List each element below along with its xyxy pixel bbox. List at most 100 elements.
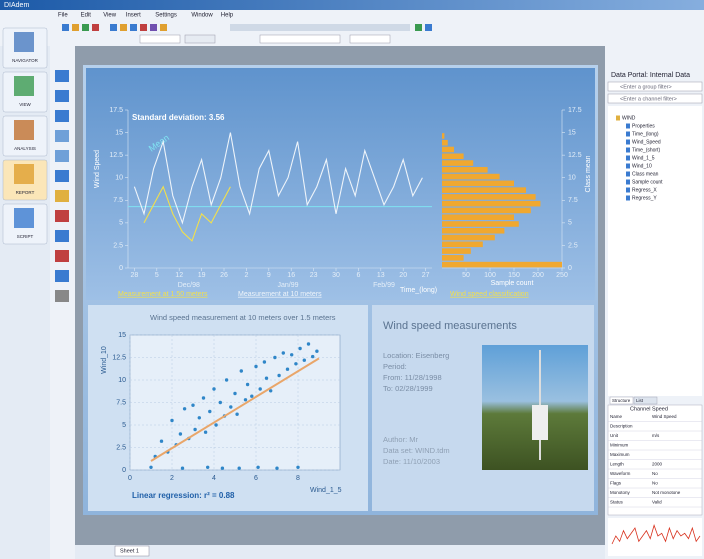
month-label: Dec/98 <box>178 282 200 289</box>
menu-item[interactable]: Edit <box>81 13 92 19</box>
photo-logger <box>532 405 548 440</box>
hist-bar <box>442 194 536 200</box>
scatter-point <box>275 467 278 470</box>
tree-item[interactable]: Time_(short) <box>632 147 660 153</box>
hist-y2-tick-label: 5 <box>568 220 572 227</box>
scatter-point <box>149 466 152 469</box>
tree-item[interactable]: Properties <box>632 123 655 129</box>
nav-icon[interactable] <box>14 32 34 52</box>
tool-icon[interactable] <box>140 24 147 31</box>
tool-icon[interactable] <box>55 130 69 142</box>
line-style-box[interactable] <box>260 35 340 43</box>
scatter-point <box>233 392 236 395</box>
tree-item[interactable]: WIND <box>622 115 636 121</box>
menu-item[interactable]: Settings <box>155 13 177 19</box>
tool-icon[interactable] <box>55 230 69 242</box>
nav-label[interactable]: SCRIPT <box>17 234 34 239</box>
nav-label[interactable]: NAVIGATOR <box>12 58 39 63</box>
portal-tab-label[interactable]: List <box>636 398 644 403</box>
tool-strip <box>230 24 410 31</box>
property-cell: Status <box>610 500 624 505</box>
tool-icon[interactable] <box>72 24 79 31</box>
property-cell: Waveform <box>610 471 631 476</box>
tool-icon[interactable] <box>55 150 69 162</box>
tree-icon <box>626 180 630 185</box>
scatter-point <box>273 356 276 359</box>
tool-icon[interactable] <box>415 24 422 31</box>
menu-item[interactable]: File <box>58 13 68 19</box>
scatter-point <box>307 342 310 345</box>
tool-icon[interactable] <box>55 270 69 282</box>
title-bar <box>0 0 704 10</box>
tool-icon[interactable] <box>82 24 89 31</box>
nav-label[interactable]: REPORT <box>16 190 35 195</box>
sheet-tab[interactable]: Sheet 1 <box>120 548 139 554</box>
tool-icon[interactable] <box>55 210 69 222</box>
tool-icon[interactable] <box>160 24 167 31</box>
tool-icon[interactable] <box>425 24 432 31</box>
nav-icon[interactable] <box>14 76 34 96</box>
hist-bar <box>442 160 473 166</box>
tree-item[interactable]: Regress_Y <box>632 195 657 201</box>
format-buttons[interactable] <box>185 35 215 43</box>
tree-item[interactable]: Time_(long) <box>632 131 659 137</box>
property-cell: Length <box>610 462 624 467</box>
nav-icon[interactable] <box>14 164 34 184</box>
tree-icon <box>626 124 630 129</box>
tool-icon[interactable] <box>55 290 69 302</box>
tool-icon[interactable] <box>55 250 69 262</box>
tool-icon[interactable] <box>62 24 69 31</box>
x-tick-label: 13 <box>377 272 385 279</box>
y-tick-label: 5 <box>119 220 123 227</box>
tool-icon[interactable] <box>55 110 69 122</box>
app-window: DIAdem Measurement at 10 meters Measurem… <box>0 0 704 559</box>
y-tick-label: 17.5 <box>109 107 123 114</box>
portal-title: Data Portal: Internal Data <box>611 72 690 79</box>
portal-tab-label[interactable]: Structure <box>612 398 631 403</box>
menu-item[interactable]: Help <box>221 13 234 19</box>
scatter-point <box>250 395 253 398</box>
nav-label[interactable]: ANALYSIS <box>14 146 36 151</box>
menu-item[interactable]: Insert <box>126 13 141 19</box>
channel-filter[interactable]: <Enter a channel filter> <box>620 96 677 102</box>
font-box[interactable] <box>140 35 180 43</box>
hist-bar <box>442 248 471 254</box>
tool-icon[interactable] <box>55 190 69 202</box>
tool-icon[interactable] <box>150 24 157 31</box>
hist-bar <box>442 133 444 139</box>
nav-label[interactable]: VIEW <box>19 102 31 107</box>
nav-icon[interactable] <box>14 208 34 228</box>
width-box[interactable] <box>350 35 390 43</box>
month-label: Jan/99 <box>277 282 298 289</box>
tool-icon[interactable] <box>110 24 117 31</box>
scatter-point <box>286 368 289 371</box>
scatter-point <box>202 396 205 399</box>
x-tick-label: 19 <box>198 272 206 279</box>
hist-y2-tick-label: 17.5 <box>568 107 582 114</box>
tree-item[interactable]: Class mean <box>632 171 659 177</box>
menu-item[interactable]: View <box>103 13 117 19</box>
group-filter[interactable]: <Enter a group filter> <box>620 84 672 90</box>
info-title: Wind speed measurements <box>383 320 517 332</box>
hist-y2-tick-label: 2.5 <box>568 242 578 249</box>
tool-icon[interactable] <box>55 170 69 182</box>
tree-item[interactable]: Sample count <box>632 179 663 185</box>
hist-bar <box>442 255 464 261</box>
tree-item[interactable]: Wind_Speed <box>632 139 661 145</box>
scatter-point <box>263 360 266 363</box>
x-tick-label: 2 <box>244 272 248 279</box>
menu-item[interactable]: Window <box>191 13 213 19</box>
tree-item[interactable]: Wind_1_5 <box>632 155 655 161</box>
tree-item[interactable]: Wind_10 <box>632 163 652 169</box>
tool-icon[interactable] <box>55 90 69 102</box>
tool-icon[interactable] <box>130 24 137 31</box>
tool-icon[interactable] <box>92 24 99 31</box>
scatter-point <box>244 398 247 401</box>
scatter-title: Wind speed measurement at 10 meters over… <box>150 313 336 322</box>
tool-icon[interactable] <box>120 24 127 31</box>
nav-icon[interactable] <box>14 120 34 140</box>
property-cell: No <box>652 471 658 476</box>
tool-icon[interactable] <box>55 70 69 82</box>
tree-item[interactable]: Regress_X <box>632 187 657 193</box>
hist-bar <box>442 228 504 234</box>
